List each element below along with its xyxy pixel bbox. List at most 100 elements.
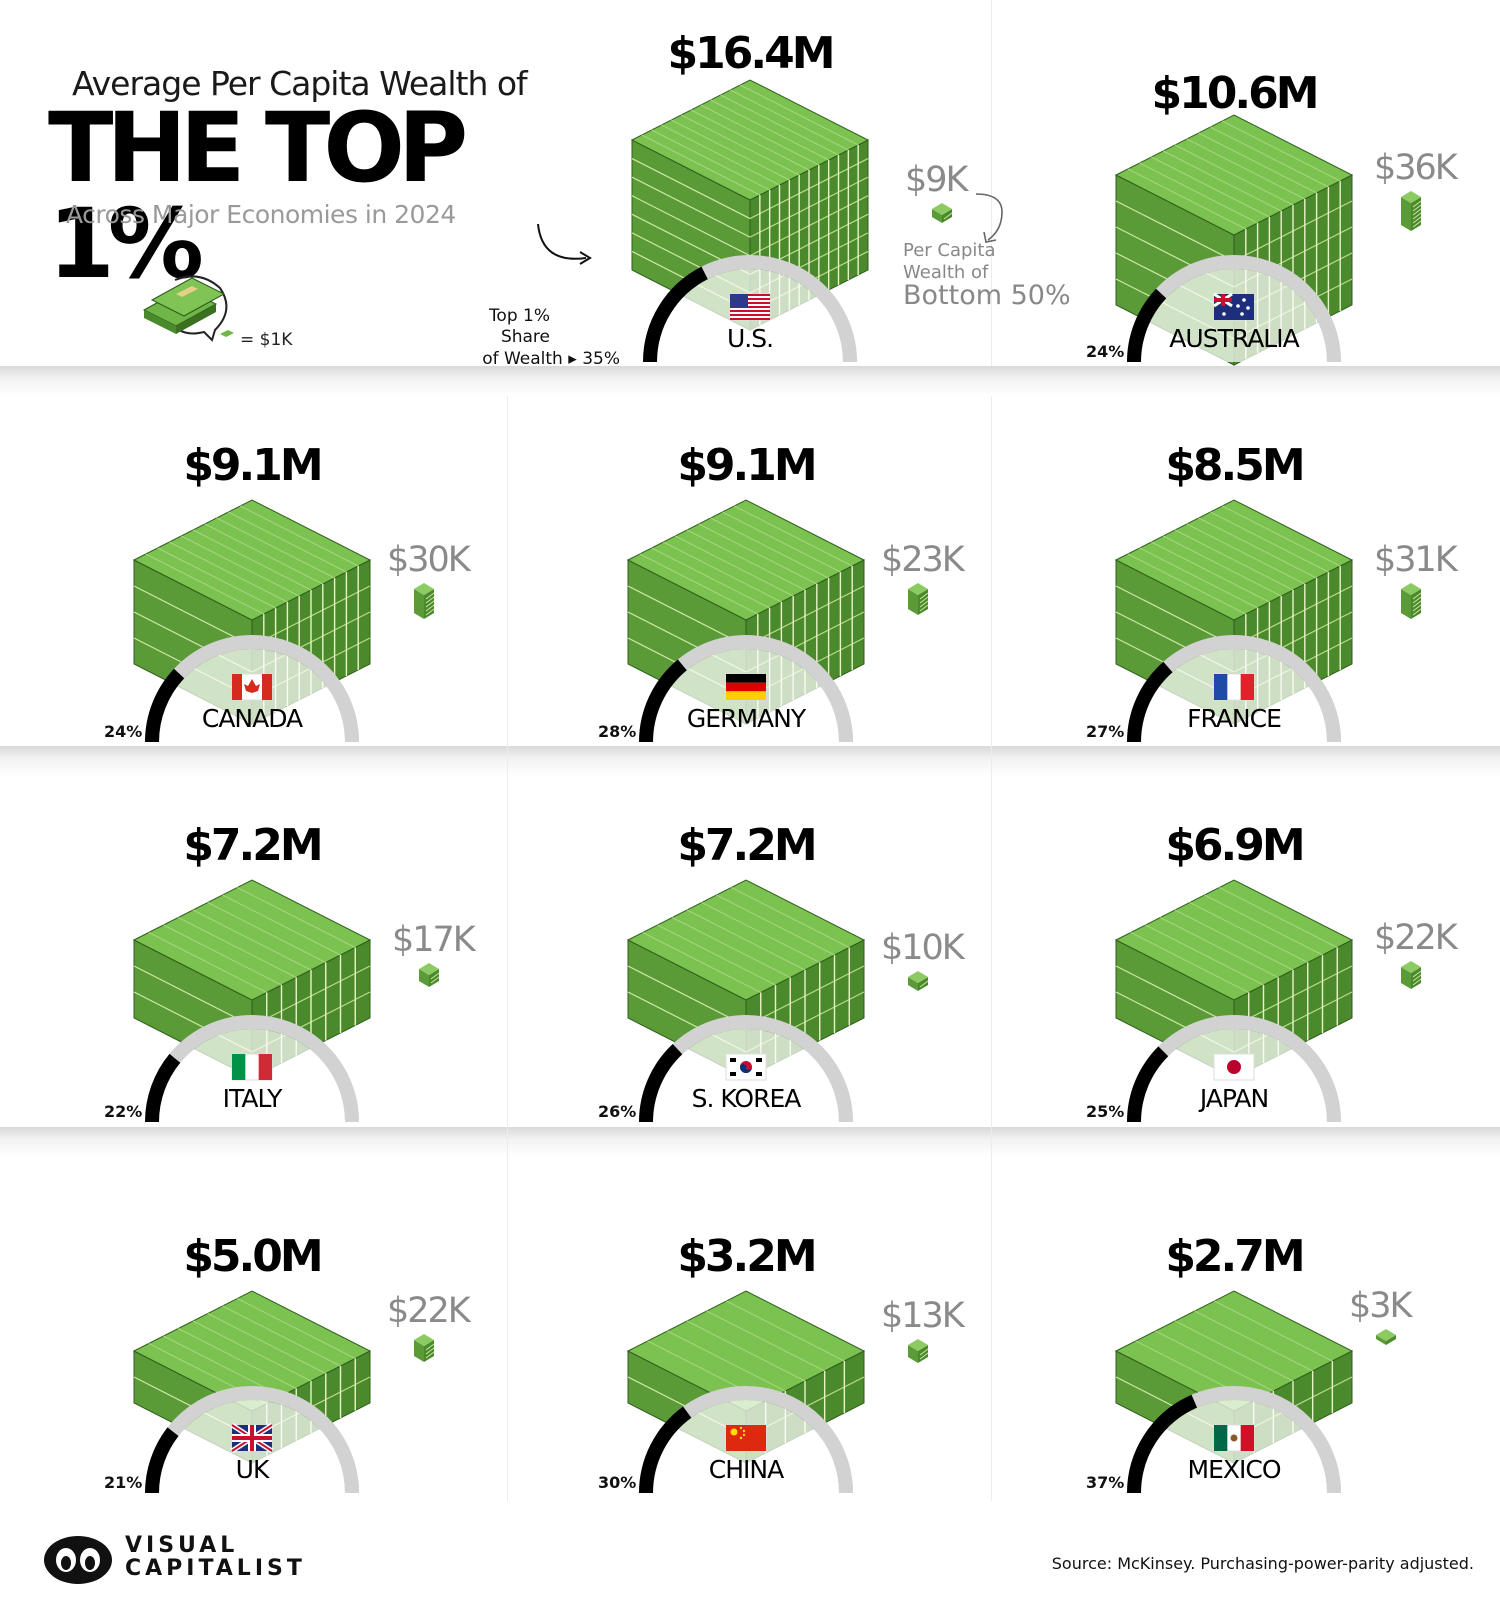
top1-value-label: $9.1M [677,440,817,491]
column-divider [507,396,508,1501]
country-panel: $2.7M $3K 37% MEXICO [994,1131,1474,1501]
country-name: MEXICO [1187,1455,1282,1484]
bottom50-value-label: $10K [881,928,965,968]
bottom50-value-label: $22K [387,1291,471,1331]
country-name: FRANCE [1187,704,1282,733]
share-value-label: 21% [104,1473,143,1492]
legend: = $1K [140,270,300,350]
country-chart-svg [132,879,440,1123]
share-value-label: 24% [1086,342,1125,361]
share-value-label: 24% [104,722,143,741]
bottom-label-line-2: Wealth of [903,261,989,283]
triangle-right-icon: ▸ [568,348,577,369]
country-panel: $7.2M $17K 22% ITALY [12,760,492,1130]
country-panel: $3.2M $13K 30% CHINA [506,1131,986,1501]
country-name: S. KOREA [691,1084,802,1113]
share-value-label: 25% [1086,1102,1125,1121]
bottom50-value-label: $13K [881,1296,965,1336]
top1-value-label: $9.1M [183,440,323,491]
country-panel: $5.0M $22K 21% UK [12,1131,492,1501]
brand-name: VISUAL CAPITALIST [125,1534,306,1580]
curved-arrow-icon [537,223,592,265]
brand-mark-icon [44,1536,112,1584]
country-panel: $6.9M $22K 25% JAPAN [994,760,1474,1130]
country-panel: $9.1M $23K 28% GERMANY [506,380,986,750]
bottom50-value-label: $36K [1374,148,1458,188]
bottom50-money-mark [908,1339,929,1363]
share-arc-fill [145,1427,179,1494]
top1-value-label: $16.4M [667,28,836,79]
flag-mx-icon [1213,1424,1255,1452]
share-arc-fill [1126,288,1167,363]
country-chart-svg [626,1290,929,1494]
share-value-label: 30% [598,1473,637,1492]
country-panel: $8.5M $31K 27% FRANCE [994,380,1474,750]
row-divider [0,746,1500,776]
flag-us-icon [729,293,771,321]
title-line-1: Average Per Capita Wealth of [72,64,528,103]
row-divider [0,366,1500,396]
bottom50-value-label: $3K [1349,1286,1412,1326]
country-panel: $7.2M $10K 26% S. KOREA [506,760,986,1130]
us-share-inline: 35% [582,348,620,369]
bottom50-money-mark [908,971,929,991]
share-value-label: 22% [104,1102,143,1121]
share-arc-fill [1127,1394,1198,1494]
bottom50-money-mark [908,583,929,615]
bottom50-value-label: $17K [392,920,476,960]
brand-line-1: VISUAL [125,1533,239,1558]
row-divider [0,1127,1500,1157]
country-name: U.S. [726,324,774,353]
share-arc-fill [638,1044,683,1123]
flag-uk-icon [230,1422,274,1454]
country-name: UK [235,1455,270,1484]
share-arc-fill [1127,1046,1169,1123]
share-of-wealth-note: Top 1% Share of Wealth ▸ 35% [440,306,620,370]
brand-line-2: CAPITALIST [125,1556,306,1582]
flag-jp-icon [1213,1053,1255,1081]
chart-subtitle: Across Major Economies in 2024 [66,200,456,229]
share-arc-fill [639,1406,692,1494]
column-divider [991,396,992,1501]
flag-kr-icon [725,1053,767,1081]
bottom50-money-mark [1376,1329,1396,1345]
country-panel: $10.6M $36K 24% AUSTRALIA [994,0,1474,370]
legend-unit-label: = $1K [240,330,293,350]
bottom50-money-mark [1401,583,1422,619]
share-value-label: 37% [1086,1473,1125,1492]
share-value-label: 26% [598,1102,637,1121]
share-value-label: 27% [1086,722,1125,741]
top1-value-label: $5.0M [183,1231,323,1282]
top1-value-label: $7.2M [677,820,817,871]
country-panel: $9.1M $30K 24% CANADA [12,380,492,750]
chart-title: THE TOP 1% [48,92,468,300]
flag-it-icon [231,1053,273,1081]
top1-value-label: $3.2M [677,1231,817,1282]
country-chart-svg [132,1290,435,1494]
top1-value-label: $10.6M [1151,68,1320,119]
share-arc-fill [145,1053,181,1123]
money-bundle-icon [142,275,234,342]
country-chart-svg [626,879,929,1123]
country-name: CHINA [708,1455,784,1484]
top1-value-label: $8.5M [1165,440,1305,491]
bottom50-money-mark [1401,191,1422,231]
flag-ca-icon [231,673,273,701]
top1-value-label: $2.7M [1165,1231,1305,1282]
country-name: GERMANY [686,704,806,733]
country-name: JAPAN [1199,1084,1269,1113]
top1-value-label: $7.2M [183,820,323,871]
bottom50-annotation: Per Capita Wealth of [903,240,996,283]
bottom50-money-mark [932,203,953,223]
flag-au-icon [1213,292,1255,321]
flag-fr-icon [1213,673,1255,701]
share-label-row: of Wealth ▸ 35% [440,349,620,370]
curved-arrow-down-icon [975,193,1003,243]
share-label-line-1: Top 1% Share [488,306,550,348]
flag-cn-icon [725,1424,767,1452]
share-arc-fill [639,659,687,743]
country-chart-svg [1114,114,1422,366]
country-chart-svg [1114,499,1422,743]
visual-capitalist-logo: VISUAL CAPITALIST [40,1530,302,1590]
top1-value-label: $6.9M [1165,820,1305,871]
